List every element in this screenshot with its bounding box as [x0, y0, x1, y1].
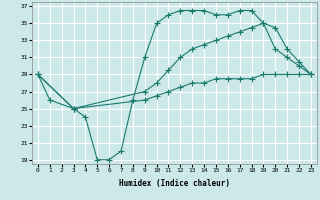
X-axis label: Humidex (Indice chaleur): Humidex (Indice chaleur): [119, 179, 230, 188]
